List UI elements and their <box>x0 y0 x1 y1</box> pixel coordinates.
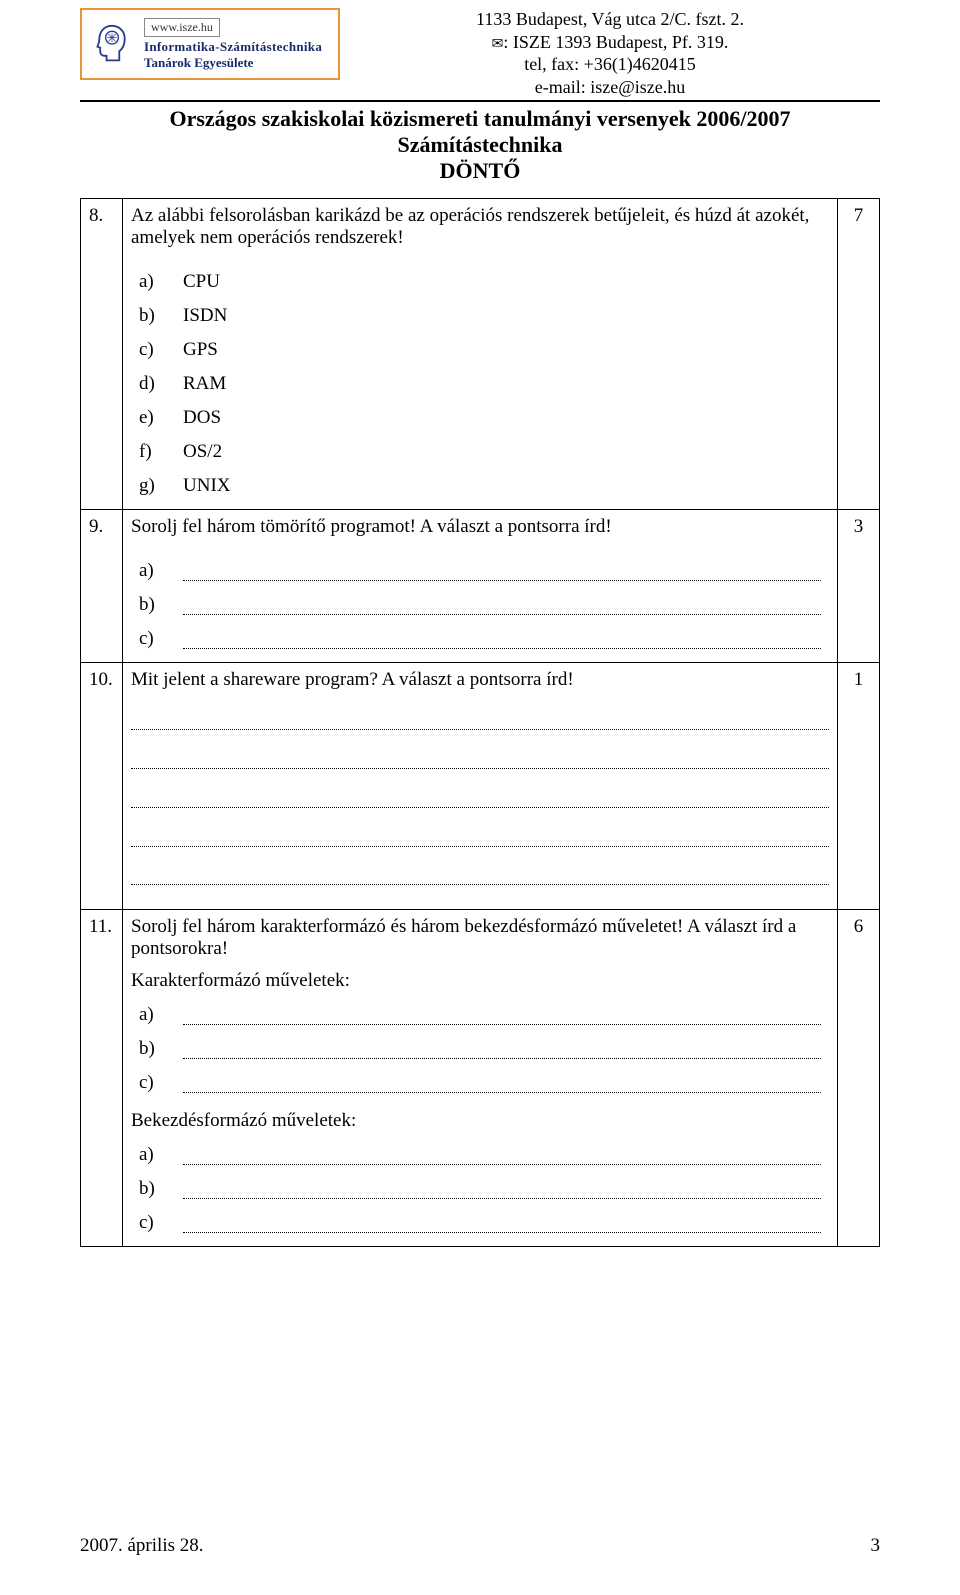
q11-karakter-answers: a) b) c) <box>131 998 829 1100</box>
q10-number: 10. <box>81 663 123 910</box>
envelope-icon: ✉ <box>492 37 504 52</box>
q8-opt-f: f)OS/2 <box>131 435 410 469</box>
title-line-3: DÖNTŐ <box>80 158 880 184</box>
q8-points: 7 <box>838 199 880 510</box>
address-line-2: ✉: ISZE 1393 Budapest, Pf. 319. <box>340 31 880 54</box>
q10-blank-lines <box>131 709 829 885</box>
blank-line <box>183 594 821 615</box>
q9-ans-a: a) <box>131 554 829 588</box>
blank-line <box>183 1004 821 1025</box>
blank-line <box>183 1178 821 1199</box>
header-divider <box>80 100 880 102</box>
q11-section2-label: Bekezdésformázó műveletek: <box>131 1110 829 1132</box>
blank-line <box>183 1212 821 1233</box>
logo-line-2: Tanárok Egyesülete <box>144 55 332 71</box>
q9-points: 3 <box>838 510 880 663</box>
q11-points: 6 <box>838 910 880 1247</box>
q11-bekezdes-answers: a) b) c) <box>131 1138 829 1240</box>
logo-graphic <box>88 16 136 72</box>
q8-opt-c: c)GPS <box>131 333 410 367</box>
address-line-4: e-mail: isze@isze.hu <box>340 76 880 99</box>
q9-row: 9. Sorolj fel három tömörítő programot! … <box>81 510 880 663</box>
q11-k-ans-a: a) <box>131 998 829 1032</box>
q11-k-ans-c: c) <box>131 1066 829 1100</box>
page-header: www.isze.hu Informatika-Számítástechnika… <box>80 0 880 98</box>
logo-line-1: Informatika-Számítástechnika <box>144 39 332 55</box>
questions-table: 8. Az alábbi felsorolásban karikázd be a… <box>80 198 880 1247</box>
blank-line <box>183 1038 821 1059</box>
address-line-3: tel, fax: +36(1)4620415 <box>340 53 880 76</box>
blank-line <box>183 560 821 581</box>
blank-line <box>183 628 821 649</box>
title-line-1: Országos szakiskolai közismereti tanulmá… <box>80 106 880 132</box>
q8-number: 8. <box>81 199 123 510</box>
blank-line <box>131 865 829 886</box>
blank-line <box>131 748 829 769</box>
q8-opt-d: d)RAM <box>131 367 410 401</box>
q11-b-ans-a: a) <box>131 1138 829 1172</box>
footer-date: 2007. április 28. <box>80 1535 204 1557</box>
logo-url: www.isze.hu <box>144 18 220 37</box>
q8-body: Az alábbi felsorolásban karikázd be az o… <box>123 199 838 510</box>
head-profile-icon <box>93 24 131 64</box>
q8-opt-g: g)UNIX <box>131 469 410 503</box>
q8-opt-b: b)ISDN <box>131 299 410 333</box>
address-line-1: 1133 Budapest, Vág utca 2/C. fszt. 2. <box>340 8 880 31</box>
q8-row: 8. Az alábbi felsorolásban karikázd be a… <box>81 199 880 510</box>
title-line-2: Számítástechnika <box>80 132 880 158</box>
logo-text: www.isze.hu Informatika-Számítástechnika… <box>136 18 332 71</box>
q11-text: Sorolj fel három karakterformázó és háro… <box>131 916 829 960</box>
blank-line <box>183 1072 821 1093</box>
blank-line <box>131 826 829 847</box>
q9-number: 9. <box>81 510 123 663</box>
q9-ans-c: c) <box>131 622 829 656</box>
q8-options: a)CPU b)ISDN c)GPS d)RAM e)DOS f)OS/2 g)… <box>131 265 410 503</box>
q8-opt-a: a)CPU <box>131 265 410 299</box>
q9-answers: a) b) c) <box>131 554 829 656</box>
q11-row: 11. Sorolj fel három karakterformázó és … <box>81 910 880 1247</box>
title-block: Országos szakiskolai közismereti tanulmá… <box>80 106 880 184</box>
footer-page-number: 3 <box>871 1535 881 1557</box>
q8-opt-e: e)DOS <box>131 401 410 435</box>
q11-b-ans-b: b) <box>131 1172 829 1206</box>
q11-body: Sorolj fel három karakterformázó és háro… <box>123 910 838 1247</box>
q10-points: 1 <box>838 663 880 910</box>
q10-body: Mit jelent a shareware program? A válasz… <box>123 663 838 910</box>
q9-body: Sorolj fel három tömörítő programot! A v… <box>123 510 838 663</box>
q9-ans-b: b) <box>131 588 829 622</box>
q9-text: Sorolj fel három tömörítő programot! A v… <box>131 516 829 538</box>
q11-number: 11. <box>81 910 123 1247</box>
blank-line <box>131 709 829 730</box>
q10-row: 10. Mit jelent a shareware program? A vá… <box>81 663 880 910</box>
q11-b-ans-c: c) <box>131 1206 829 1240</box>
blank-line <box>183 1144 821 1165</box>
q11-k-ans-b: b) <box>131 1032 829 1066</box>
page-footer: 2007. április 28. 3 <box>80 1535 880 1557</box>
address-block: 1133 Budapest, Vág utca 2/C. fszt. 2. ✉:… <box>340 8 880 98</box>
q11-section1-label: Karakterformázó műveletek: <box>131 970 829 992</box>
blank-line <box>131 787 829 808</box>
q8-text: Az alábbi felsorolásban karikázd be az o… <box>131 205 829 249</box>
logo-box: www.isze.hu Informatika-Számítástechnika… <box>80 8 340 80</box>
q10-text: Mit jelent a shareware program? A válasz… <box>131 669 829 691</box>
